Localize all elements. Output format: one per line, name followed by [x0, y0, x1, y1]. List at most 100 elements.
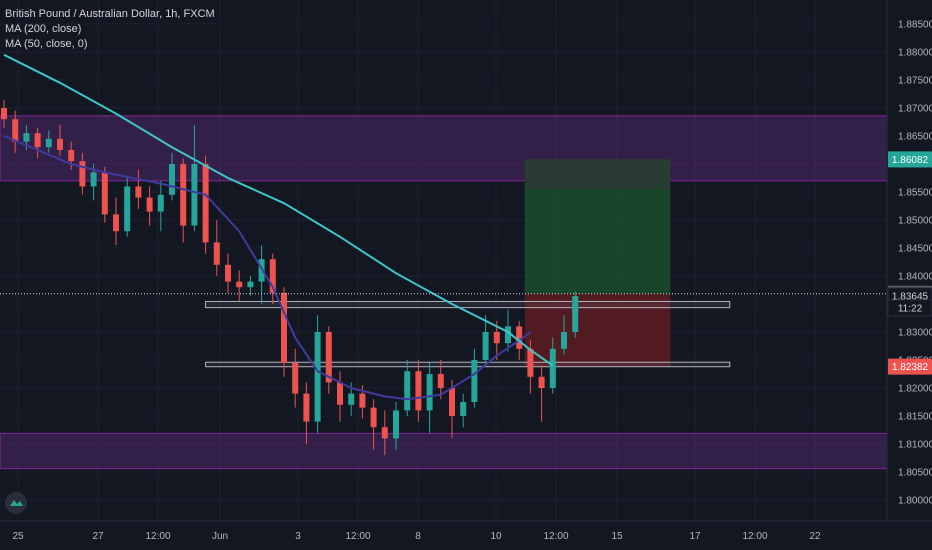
candle: [79, 152, 86, 195]
price-tag-bg: [887, 299, 932, 317]
price-tag: 11:22: [887, 299, 932, 317]
candle: [213, 220, 220, 276]
candle-body: [135, 186, 142, 198]
candle: [281, 287, 287, 377]
candle-body: [493, 332, 500, 344]
y-tick-label: 1.87000: [898, 104, 932, 115]
x-tick-label: 17: [689, 531, 701, 542]
candle: [12, 110, 19, 153]
candle-body: [449, 388, 455, 416]
candle-body: [292, 362, 299, 394]
y-tick-label: 1.84000: [898, 272, 932, 283]
plot-background: [0, 0, 887, 521]
candle-body: [225, 264, 231, 282]
x-tick-label: 12:00: [742, 531, 767, 542]
candle-body: [415, 371, 422, 411]
candle-body: [482, 332, 489, 360]
candles: [1, 99, 579, 456]
candle: [572, 291, 579, 338]
candle-body: [79, 161, 86, 187]
candle: [247, 276, 254, 296]
candle: [460, 393, 467, 428]
candle-body: [572, 296, 579, 332]
y-tick-label: 1.85500: [898, 188, 932, 199]
y-tick-label: 1.80500: [898, 468, 932, 479]
candle-body: [437, 374, 444, 388]
candle-body: [269, 259, 276, 293]
candle-body: [124, 186, 131, 232]
candle: [269, 253, 276, 304]
candle-body: [169, 164, 175, 195]
long-position-tool[interactable]: [524, 159, 671, 367]
ma200-label[interactable]: MA (200, close): [5, 23, 82, 35]
candle: [482, 315, 489, 366]
candle-body: [404, 371, 411, 411]
price-tag-bg: [888, 151, 932, 168]
candle-body: [471, 360, 478, 402]
candle: [57, 124, 63, 156]
candle-body: [527, 348, 534, 377]
candle: [426, 362, 433, 433]
candle: [292, 348, 299, 408]
price-tag-bg: [888, 358, 932, 375]
candle: [202, 155, 209, 254]
candle-body: [101, 172, 108, 215]
candle-body: [538, 376, 545, 388]
candle-body: [516, 326, 523, 349]
candle-body: [561, 332, 567, 349]
candle-body: [460, 402, 467, 416]
candle: [101, 166, 108, 223]
y-tick-label: 1.81000: [898, 440, 932, 451]
candle: [370, 399, 377, 450]
level-upper: [205, 300, 731, 309]
candle: [1, 99, 7, 128]
candle-body: [549, 348, 556, 388]
candle-body: [146, 197, 153, 212]
y-tick-label: 1.83000: [898, 328, 932, 339]
candle: [124, 178, 131, 237]
y-tick-label: 1.86500: [898, 132, 932, 143]
ma50-label[interactable]: MA (50, close, 0): [5, 38, 88, 50]
candle-body: [505, 326, 511, 344]
resistance-zone: [0, 115, 888, 182]
candle-body: [12, 119, 19, 142]
y-tick-label: 1.88000: [898, 48, 932, 59]
y-tick-label: 1.82000: [898, 384, 932, 395]
candle-body: [180, 164, 187, 226]
candle-body: [281, 292, 287, 363]
candle-body: [23, 133, 30, 142]
candle: [314, 315, 321, 433]
price-tag-label: 1.82382: [892, 362, 929, 373]
ma200-line: [3, 53, 554, 367]
price-tag: 1.86082: [888, 151, 932, 168]
symbol-title[interactable]: British Pound / Australian Dollar, 1h, F…: [5, 8, 215, 20]
candle-body: [45, 138, 52, 148]
x-tick-label: 8: [415, 531, 421, 542]
tradingview-logo-icon[interactable]: [5, 492, 27, 514]
time-axis[interactable]: 25 27 12:00 Jun 3 12:00 8 10 12:00 15 17 12:00 22: [12, 531, 821, 542]
candle-body: [325, 332, 332, 383]
candle: [538, 365, 545, 422]
y-tick-label: 1.85000: [898, 216, 932, 227]
zones: [0, 115, 888, 470]
x-tick-label: Jun: [212, 531, 228, 542]
levels: [205, 300, 731, 368]
x-tick-label: 15: [611, 531, 623, 542]
x-tick-label: 3: [295, 531, 301, 542]
candle: [325, 326, 332, 394]
candle: [157, 180, 164, 232]
candle-body: [157, 194, 164, 212]
candle: [34, 127, 41, 159]
y-tick-label: 1.84500: [898, 244, 932, 255]
candle: [236, 270, 243, 302]
candle-body: [370, 407, 377, 428]
candle: [437, 360, 444, 400]
candle: [169, 152, 175, 201]
candle-body: [34, 133, 41, 148]
candle-body: [303, 393, 310, 422]
candle: [404, 360, 411, 416]
candle: [337, 371, 343, 422]
grid: [0, 0, 887, 521]
